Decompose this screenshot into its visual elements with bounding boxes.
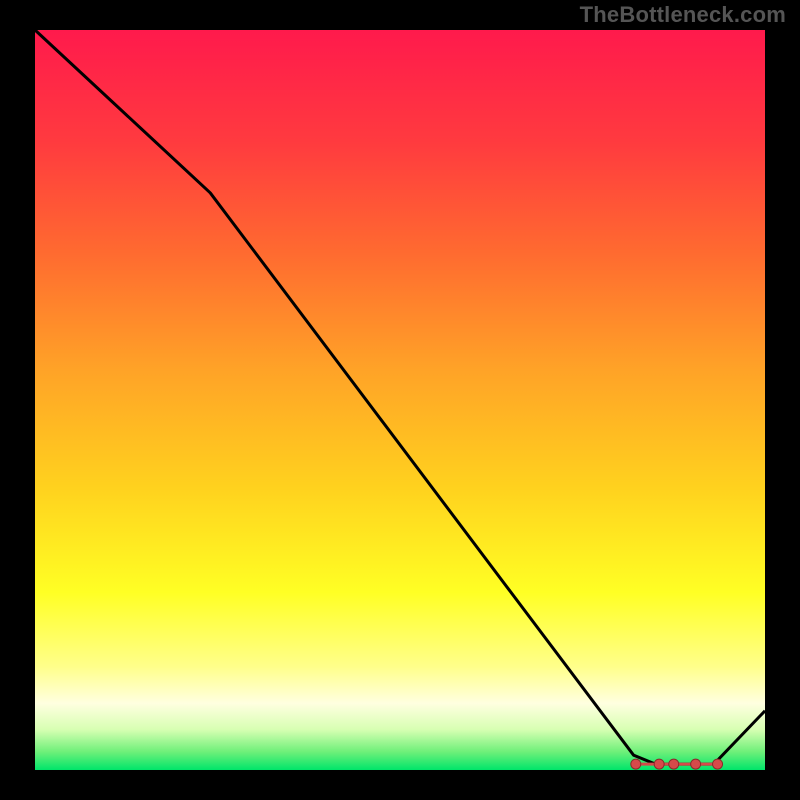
watermark-text: TheBottleneck.com <box>580 2 786 28</box>
marker-dot <box>669 759 679 769</box>
marker-dot <box>654 759 664 769</box>
marker-dot <box>691 759 701 769</box>
chart-container: TheBottleneck.com <box>0 0 800 800</box>
plot-background <box>35 30 765 770</box>
bottleneck-chart <box>0 0 800 800</box>
marker-dot <box>713 759 723 769</box>
marker-dot <box>631 759 641 769</box>
